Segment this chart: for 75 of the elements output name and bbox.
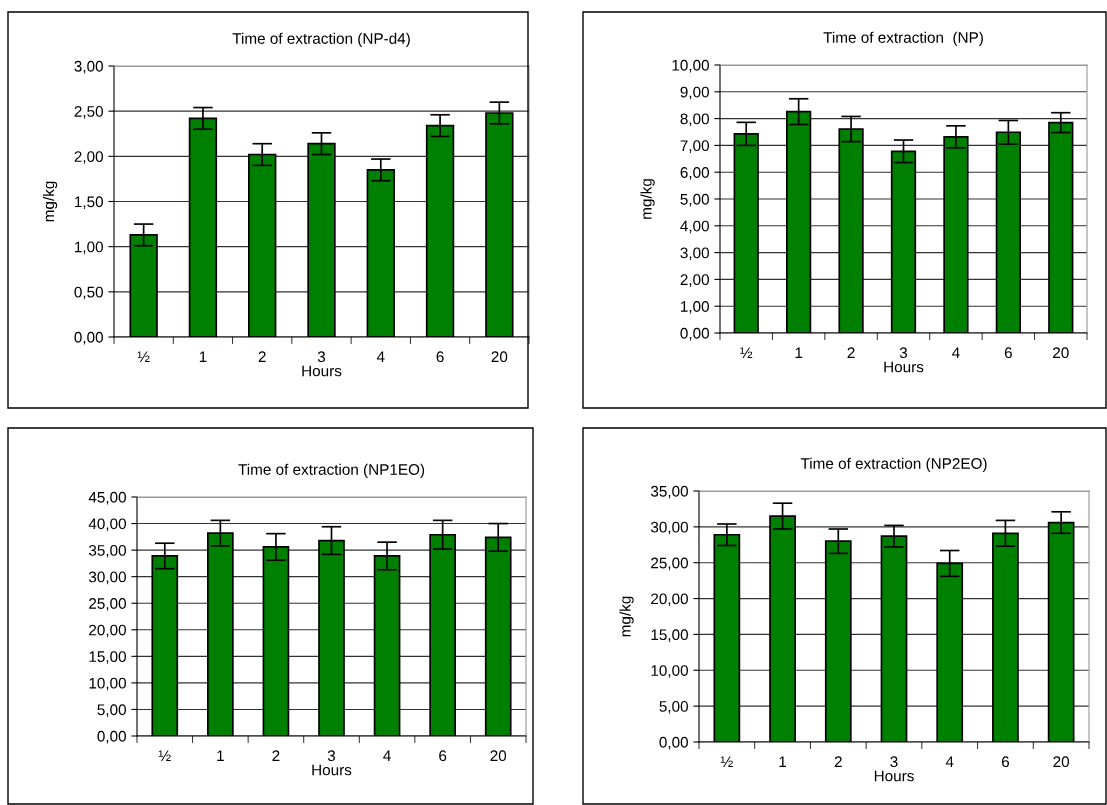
- y-tick-label: 15,00: [651, 629, 688, 642]
- x-tick-label: 2: [834, 756, 842, 767]
- y-tick-label: 3,00: [74, 60, 103, 74]
- x-tick-label: 1: [199, 351, 207, 362]
- x-tick-label: 3: [317, 351, 326, 363]
- x-tick-label: 1: [779, 756, 787, 767]
- y-tick-label: 0,00: [659, 736, 688, 750]
- chart-title: Time of extraction (NP): [823, 31, 983, 46]
- x-tick-label: 3: [890, 756, 898, 768]
- y-tick-label: 30,00: [88, 571, 126, 585]
- chart-title: Time of extraction (NP2EO): [800, 457, 987, 472]
- y-tick-label: 35,00: [88, 544, 126, 558]
- y-tick-label: 5,00: [680, 193, 709, 207]
- y-tick-label: 25,00: [89, 598, 126, 611]
- y-tick-label: 35,00: [650, 485, 688, 499]
- y-tick-label: 10,00: [651, 665, 688, 678]
- x-tick-label: 6: [439, 750, 447, 762]
- y-tick-label: 0,00: [97, 730, 126, 744]
- x-tick-label: 6: [436, 351, 444, 363]
- y-tick-label: 15,00: [89, 651, 126, 664]
- y-tick-label: 4,00: [680, 220, 709, 234]
- x-tick-label: 4: [376, 351, 385, 362]
- chart-title: Time of extraction (NP-d4): [232, 32, 410, 47]
- x-tick-label: ½: [740, 347, 753, 358]
- x-tick-label: 4: [945, 756, 954, 767]
- x-tick-label: ½: [158, 750, 171, 761]
- y-tick-label: 10,00: [89, 677, 126, 691]
- x-tick-label: 20: [491, 351, 508, 363]
- y-tick-label: 0,50: [74, 286, 103, 300]
- y-tick-label: 5,00: [659, 701, 688, 714]
- x-tick-label: 20: [490, 750, 507, 762]
- y-tick-label: 9,00: [680, 86, 709, 100]
- y-tick-label: 20,00: [89, 624, 126, 638]
- y-tick-label: 1,00: [681, 301, 709, 314]
- x-tick-label: 2: [847, 347, 855, 358]
- y-tick-label: 2,50: [74, 106, 103, 119]
- x-tick-label: 20: [1053, 756, 1070, 768]
- y-tick-label: 40,00: [88, 518, 126, 532]
- y-tick-label: 0,00: [74, 331, 103, 345]
- x-tick-label: 3: [899, 347, 908, 359]
- x-axis-title: Hours: [884, 361, 924, 373]
- x-tick-label: ½: [720, 756, 733, 767]
- y-tick-label: 0,00: [680, 327, 709, 341]
- x-axis-title: Hours: [312, 764, 352, 776]
- y-tick-label: 3,00: [680, 247, 709, 261]
- y-tick-label: 5,00: [97, 704, 126, 717]
- y-tick-label: 10,00: [672, 59, 709, 73]
- y-tick-label: 25,00: [651, 557, 688, 571]
- x-tick-label: 2: [258, 351, 266, 362]
- x-tick-label: 4: [952, 347, 960, 358]
- y-tick-label: 7,00: [680, 140, 709, 153]
- x-tick-label: ½: [137, 351, 150, 362]
- y-tick-label: 6,00: [680, 167, 709, 180]
- x-axis-title: Hours: [874, 770, 914, 782]
- x-tick-label: 1: [217, 750, 224, 761]
- x-tick-label: 1: [795, 347, 803, 358]
- x-axis-title: Hours: [302, 365, 342, 377]
- y-tick-label: 30,00: [650, 521, 688, 535]
- y-tick-label: 45,00: [88, 491, 126, 505]
- y-tick-label: 20,00: [651, 593, 688, 607]
- y-axis-title: mg/kg: [640, 179, 655, 219]
- x-tick-label: 3: [327, 750, 336, 762]
- y-axis-title: mg/kg: [42, 181, 58, 222]
- x-tick-label: 4: [383, 750, 391, 761]
- y-tick-label: 8,00: [680, 113, 709, 127]
- y-tick-label: 1,00: [75, 241, 103, 255]
- y-tick-label: 2,00: [680, 274, 709, 287]
- y-tick-label: 1,50: [75, 196, 103, 209]
- y-axis-title: mg/kg: [619, 596, 634, 637]
- x-tick-label: 6: [1001, 756, 1010, 768]
- x-tick-label: 2: [272, 750, 280, 761]
- y-tick-label: 2,00: [74, 151, 103, 164]
- chart-title: Time of extraction (NP1EO): [238, 463, 425, 478]
- x-tick-label: 20: [1053, 347, 1069, 359]
- x-tick-label: 6: [1004, 347, 1012, 359]
